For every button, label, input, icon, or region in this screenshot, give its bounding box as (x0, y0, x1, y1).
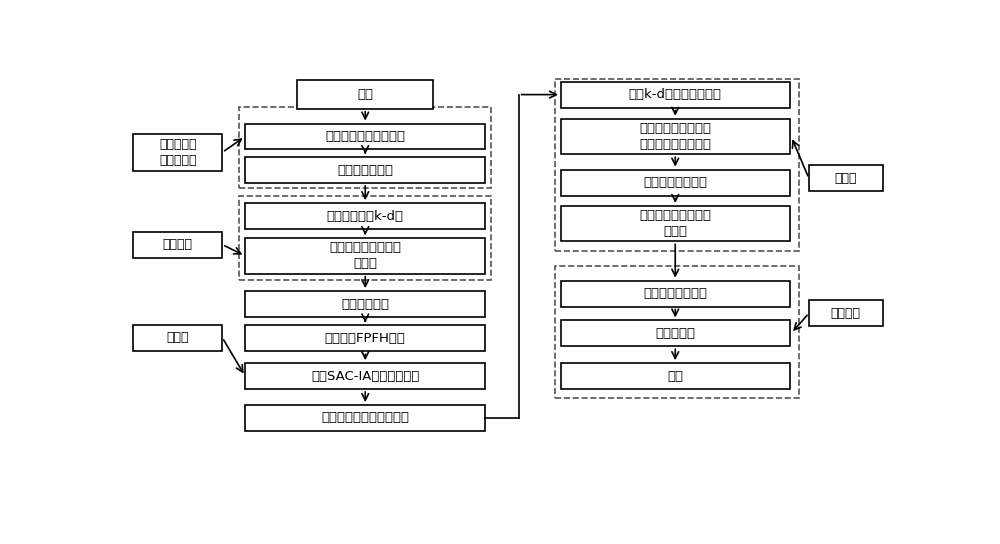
Bar (245, 157, 485, 183)
Bar (561, 170, 790, 195)
Text: 输入点云构建k-d树: 输入点云构建k-d树 (327, 209, 404, 222)
Text: 精配准: 精配准 (834, 172, 857, 185)
Bar (245, 363, 485, 389)
Text: 结合点云欧式距离及
方向矢量去除错误点: 结合点云欧式距离及 方向矢量去除错误点 (639, 122, 711, 151)
Text: 叠加精简: 叠加精简 (831, 307, 861, 320)
Text: 迭代插值: 迭代插值 (163, 238, 193, 251)
Bar (239, 107, 491, 188)
Bar (561, 206, 790, 242)
Bar (245, 325, 485, 351)
Text: 构建点云三角网格迭
代插值: 构建点云三角网格迭 代插值 (329, 242, 401, 270)
Text: 获取表面点
云及预处理: 获取表面点 云及预处理 (159, 138, 196, 167)
Bar (561, 82, 790, 108)
Bar (133, 325, 222, 350)
Text: 开始: 开始 (357, 88, 373, 101)
Text: 结束: 结束 (667, 369, 683, 382)
Bar (245, 291, 485, 317)
Text: 拍摄待测物体表面点云: 拍摄待测物体表面点云 (325, 130, 405, 143)
Bar (809, 300, 883, 326)
Text: 原始点云预处理: 原始点云预处理 (337, 164, 393, 176)
Bar (809, 165, 883, 191)
Bar (555, 79, 799, 251)
Bar (561, 363, 790, 389)
Text: 设置体素栅格大小: 设置体素栅格大小 (643, 287, 707, 300)
Bar (297, 81, 433, 109)
Bar (133, 134, 222, 171)
Bar (245, 123, 485, 150)
Text: 根据SAC-IA计算变换矩阵: 根据SAC-IA计算变换矩阵 (311, 369, 419, 382)
Text: 粗配准: 粗配准 (166, 331, 189, 344)
Bar (245, 238, 485, 274)
Text: 样本点集选择: 样本点集选择 (341, 298, 389, 311)
Text: 体素下采样: 体素下采样 (655, 327, 695, 340)
Bar (133, 232, 222, 257)
Bar (561, 320, 790, 347)
Text: 计算点云FPFH特征: 计算点云FPFH特征 (325, 332, 406, 345)
Bar (561, 281, 790, 307)
Bar (561, 119, 790, 154)
Bar (245, 203, 485, 229)
Bar (555, 267, 799, 398)
Text: 奇异值分解法求解变
换矩阵: 奇异值分解法求解变 换矩阵 (639, 209, 711, 238)
Bar (245, 405, 485, 431)
Text: 设置迭代中止条件: 设置迭代中止条件 (643, 176, 707, 189)
Text: 利用k-d树查找对应点对: 利用k-d树查找对应点对 (629, 88, 722, 101)
Text: 旋转坐标系完成初始配准: 旋转坐标系完成初始配准 (321, 411, 409, 424)
Bar (239, 196, 491, 280)
